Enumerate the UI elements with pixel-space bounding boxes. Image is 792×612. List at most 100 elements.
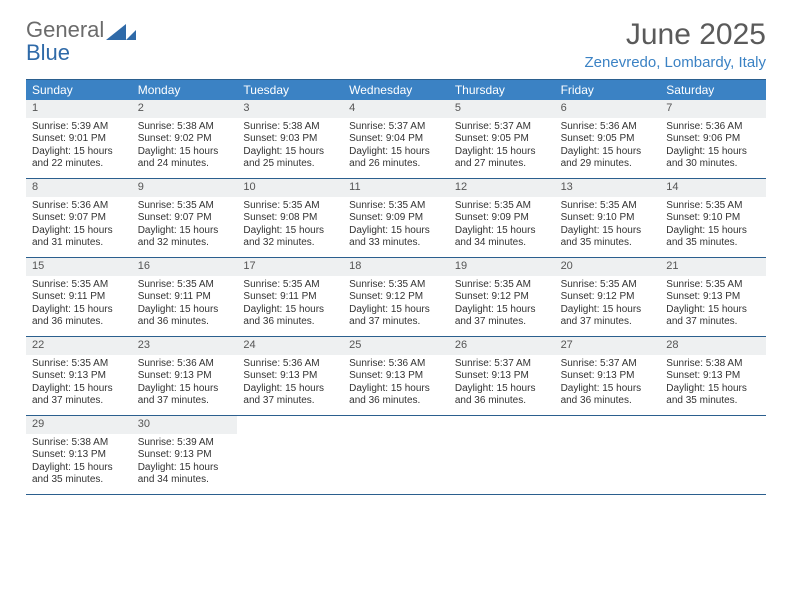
day-of-week-label: Friday [555, 80, 661, 100]
day-number: 4 [343, 100, 449, 118]
sunrise-text: Sunrise: 5:35 AM [138, 200, 232, 213]
day-of-week-label: Wednesday [343, 80, 449, 100]
daylight-text: and 32 minutes. [243, 237, 337, 250]
calendar-day-cell: 10Sunrise: 5:35 AMSunset: 9:08 PMDayligh… [237, 179, 343, 257]
daylight-text: and 37 minutes. [349, 316, 443, 329]
sunrise-text: Sunrise: 5:35 AM [666, 200, 760, 213]
day-number: 10 [237, 179, 343, 197]
sunset-text: Sunset: 9:07 PM [138, 212, 232, 225]
daylight-text: and 35 minutes. [666, 237, 760, 250]
sunset-text: Sunset: 9:13 PM [243, 370, 337, 383]
calendar-day-cell: 30Sunrise: 5:39 AMSunset: 9:13 PMDayligh… [132, 416, 238, 494]
calendar-day-cell: 12Sunrise: 5:35 AMSunset: 9:09 PMDayligh… [449, 179, 555, 257]
daylight-text: and 22 minutes. [32, 158, 126, 171]
sunrise-text: Sunrise: 5:35 AM [243, 279, 337, 292]
daylight-text: and 25 minutes. [243, 158, 337, 171]
day-number: 19 [449, 258, 555, 276]
sunset-text: Sunset: 9:11 PM [138, 291, 232, 304]
daylight-text: Daylight: 15 hours [138, 146, 232, 159]
calendar-day-cell: 18Sunrise: 5:35 AMSunset: 9:12 PMDayligh… [343, 258, 449, 336]
day-number: 3 [237, 100, 343, 118]
day-number: 15 [26, 258, 132, 276]
weeks-container: 1Sunrise: 5:39 AMSunset: 9:01 PMDaylight… [26, 100, 766, 495]
daylight-text: and 37 minutes. [32, 395, 126, 408]
daylight-text: Daylight: 15 hours [561, 146, 655, 159]
sunset-text: Sunset: 9:12 PM [561, 291, 655, 304]
day-number: 5 [449, 100, 555, 118]
sunset-text: Sunset: 9:06 PM [666, 133, 760, 146]
calendar-week-row: 8Sunrise: 5:36 AMSunset: 9:07 PMDaylight… [26, 179, 766, 258]
day-number: 1 [26, 100, 132, 118]
daylight-text: and 30 minutes. [666, 158, 760, 171]
calendar-day-cell: 2Sunrise: 5:38 AMSunset: 9:02 PMDaylight… [132, 100, 238, 178]
calendar-day-cell: 26Sunrise: 5:37 AMSunset: 9:13 PMDayligh… [449, 337, 555, 415]
daylight-text: Daylight: 15 hours [243, 146, 337, 159]
calendar-day-cell: 3Sunrise: 5:38 AMSunset: 9:03 PMDaylight… [237, 100, 343, 178]
sunset-text: Sunset: 9:13 PM [138, 370, 232, 383]
location-label: Zenevredo, Lombardy, Italy [585, 54, 766, 71]
daylight-text: Daylight: 15 hours [349, 383, 443, 396]
daylight-text: Daylight: 15 hours [349, 146, 443, 159]
sunrise-text: Sunrise: 5:36 AM [349, 358, 443, 371]
sunset-text: Sunset: 9:02 PM [138, 133, 232, 146]
daylight-text: and 36 minutes. [455, 395, 549, 408]
sunset-text: Sunset: 9:11 PM [32, 291, 126, 304]
daylight-text: Daylight: 15 hours [138, 225, 232, 238]
sunrise-text: Sunrise: 5:35 AM [32, 358, 126, 371]
sunset-text: Sunset: 9:13 PM [349, 370, 443, 383]
day-number: 20 [555, 258, 661, 276]
day-number: 23 [132, 337, 238, 355]
sunrise-text: Sunrise: 5:37 AM [349, 121, 443, 134]
daylight-text: Daylight: 15 hours [455, 304, 549, 317]
daylight-text: and 32 minutes. [138, 237, 232, 250]
sunset-text: Sunset: 9:12 PM [349, 291, 443, 304]
daylight-text: and 27 minutes. [455, 158, 549, 171]
sunset-text: Sunset: 9:10 PM [561, 212, 655, 225]
day-of-week-label: Thursday [449, 80, 555, 100]
daylight-text: and 36 minutes. [243, 316, 337, 329]
sunset-text: Sunset: 9:13 PM [561, 370, 655, 383]
sunset-text: Sunset: 9:05 PM [455, 133, 549, 146]
sunrise-text: Sunrise: 5:35 AM [349, 200, 443, 213]
sunrise-text: Sunrise: 5:36 AM [561, 121, 655, 134]
sunrise-text: Sunrise: 5:37 AM [455, 121, 549, 134]
daylight-text: and 35 minutes. [32, 474, 126, 487]
sunset-text: Sunset: 9:13 PM [666, 370, 760, 383]
daylight-text: Daylight: 15 hours [32, 462, 126, 475]
daylight-text: and 37 minutes. [666, 316, 760, 329]
day-number: 30 [132, 416, 238, 434]
sunrise-text: Sunrise: 5:36 AM [138, 358, 232, 371]
daylight-text: Daylight: 15 hours [243, 304, 337, 317]
sunset-text: Sunset: 9:13 PM [666, 291, 760, 304]
daylight-text: Daylight: 15 hours [455, 146, 549, 159]
day-of-week-label: Sunday [26, 80, 132, 100]
calendar-day-cell: 11Sunrise: 5:35 AMSunset: 9:09 PMDayligh… [343, 179, 449, 257]
day-number: 22 [26, 337, 132, 355]
title-block: June 2025 Zenevredo, Lombardy, Italy [585, 18, 766, 71]
calendar-day-cell: 5 Sunrise: 5:37 AMSunset: 9:05 PMDaylight… [449, 100, 555, 178]
calendar-day-cell [449, 416, 555, 494]
sunset-text: Sunset: 9:11 PM [243, 291, 337, 304]
sunrise-text: Sunrise: 5:35 AM [561, 279, 655, 292]
day-of-week-label: Tuesday [237, 80, 343, 100]
day-number: 14 [660, 179, 766, 197]
calendar-page: General Blue June 2025 Zenevredo, Lombar… [0, 0, 792, 505]
calendar-week-row: 15Sunrise: 5:35 AMSunset: 9:11 PMDayligh… [26, 258, 766, 337]
logo-word-1: General [26, 17, 104, 42]
sunrise-text: Sunrise: 5:37 AM [561, 358, 655, 371]
daylight-text: Daylight: 15 hours [455, 225, 549, 238]
daylight-text: Daylight: 15 hours [561, 383, 655, 396]
daylight-text: and 26 minutes. [349, 158, 443, 171]
sunset-text: Sunset: 9:13 PM [32, 370, 126, 383]
sunset-text: Sunset: 9:10 PM [666, 212, 760, 225]
day-number: 17 [237, 258, 343, 276]
sunset-text: Sunset: 9:12 PM [455, 291, 549, 304]
calendar-day-cell: 4 Sunrise: 5:37 AMSunset: 9:04 PMDaylight… [343, 100, 449, 178]
daylight-text: and 29 minutes. [561, 158, 655, 171]
sunrise-text: Sunrise: 5:38 AM [32, 437, 126, 450]
sunrise-text: Sunrise: 5:36 AM [32, 200, 126, 213]
sunset-text: Sunset: 9:04 PM [349, 133, 443, 146]
day-number: 12 [449, 179, 555, 197]
sunrise-text: Sunrise: 5:35 AM [666, 279, 760, 292]
sunset-text: Sunset: 9:08 PM [243, 212, 337, 225]
